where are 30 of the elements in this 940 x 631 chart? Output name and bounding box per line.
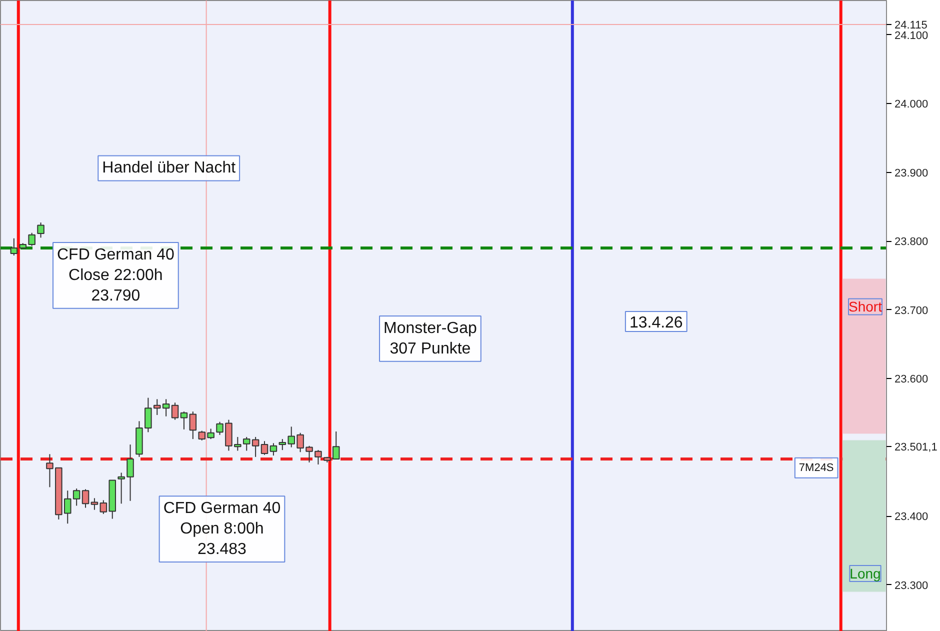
candlestick bbox=[90, 498, 98, 510]
y-tick-label: 23.800 bbox=[894, 236, 928, 248]
candlestick bbox=[252, 436, 260, 458]
annotation: CFD German 40 Close 22:00h 23.790 bbox=[56, 246, 174, 304]
y-tick-label: 23.700 bbox=[894, 304, 928, 317]
candlestick bbox=[180, 411, 188, 430]
y-tick-label: 24.100 bbox=[894, 30, 928, 42]
annotation: 7M24S bbox=[798, 462, 834, 474]
candlestick bbox=[28, 232, 36, 246]
candlestick bbox=[37, 222, 44, 238]
candlestick bbox=[72, 488, 80, 506]
y-tick-label: 23.300 bbox=[894, 580, 928, 592]
band-label: Long bbox=[850, 565, 881, 582]
annotation: Monster-Gap 307 Punkte bbox=[384, 320, 477, 358]
annotation: Handel über Nacht bbox=[102, 160, 236, 177]
annotation: 13.4.26 bbox=[629, 314, 683, 332]
annotation: CFD German 40 Open 8:00h 23.483 bbox=[163, 500, 281, 558]
y-tick-label: 23.900 bbox=[894, 167, 928, 180]
candlestick bbox=[242, 436, 250, 452]
y-tick-label: 23.400 bbox=[894, 511, 928, 524]
candlestick bbox=[260, 440, 268, 456]
candlestick bbox=[162, 398, 170, 417]
y-tick-label: 23.501,1 bbox=[894, 442, 938, 454]
candlestick bbox=[189, 411, 197, 440]
y-tick-label: 24.115 bbox=[894, 20, 928, 32]
candlestick bbox=[82, 488, 90, 508]
y-tick-label: 23.600 bbox=[894, 374, 928, 386]
y-tick-label: 24.000 bbox=[894, 98, 928, 111]
candlestick bbox=[270, 442, 278, 456]
candlestick bbox=[171, 402, 179, 420]
